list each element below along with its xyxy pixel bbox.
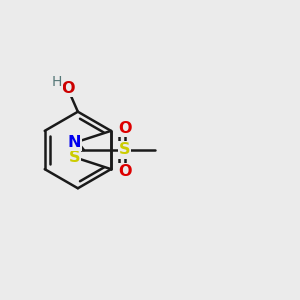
Text: S: S: [119, 142, 130, 158]
Text: N: N: [68, 135, 81, 150]
Text: S: S: [69, 150, 80, 165]
Text: O: O: [118, 164, 131, 179]
Text: O: O: [118, 121, 131, 136]
Text: H: H: [51, 75, 62, 89]
Text: O: O: [61, 81, 74, 96]
